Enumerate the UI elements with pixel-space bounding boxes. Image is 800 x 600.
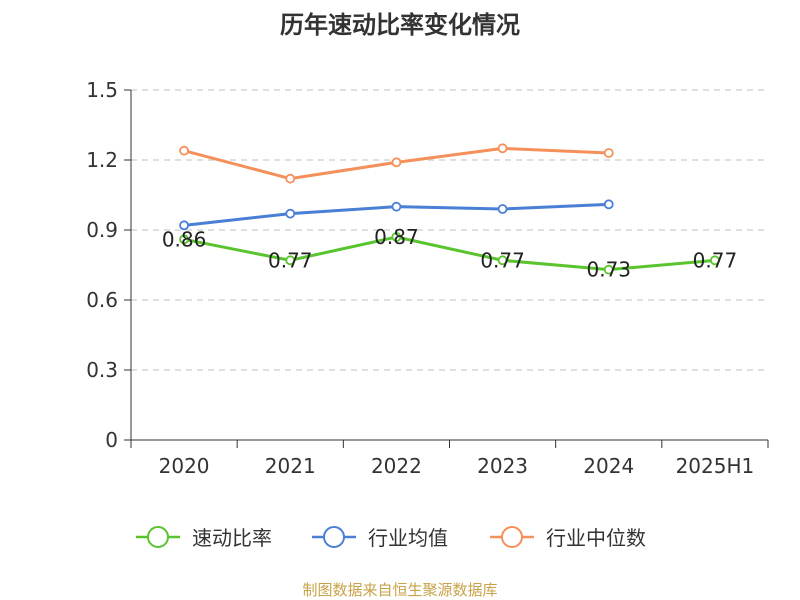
- axes: 0 0.3 0.6 0.9 1.2 1.5 2020 2021 2022 2023 2024 2025…: [86, 78, 769, 478]
- data-point[interactable]: [285, 208, 296, 219]
- legend-marker: [501, 526, 523, 548]
- x-tick-label: 2022: [371, 454, 422, 478]
- data-label: 0.86: [162, 227, 207, 251]
- data-point[interactable]: [391, 232, 402, 242]
- chart-title: 历年速动比率变化情况: [280, 11, 520, 39]
- data-point[interactable]: [391, 157, 402, 168]
- x-tick-label: 2024: [583, 454, 634, 478]
- x-tick-label: 2020: [159, 454, 210, 478]
- source-note: 制图数据来自恒生聚源数据库: [302, 581, 497, 599]
- data-point[interactable]: [497, 143, 508, 154]
- y-tick-label: 1.5: [86, 78, 118, 102]
- legend-item-2[interactable]: 行业中位数: [490, 526, 646, 550]
- x-tick-label: 2025H1: [676, 454, 755, 478]
- legend-label: 行业中位数: [546, 526, 646, 550]
- data-point[interactable]: [603, 199, 614, 210]
- data-label: 0.77: [268, 248, 313, 272]
- legend-label: 行业均值: [368, 526, 448, 550]
- y-tick-label: 0: [105, 428, 118, 452]
- series-line-0: [183, 235, 716, 272]
- legend-item-1[interactable]: 行业均值: [312, 526, 448, 550]
- data-label: 0.73: [586, 258, 631, 282]
- data-labels: 0.86 0.77 0.87 0.77 0.73 0.77: [162, 225, 737, 282]
- x-tick-label: 2021: [265, 454, 316, 478]
- legend[interactable]: 速动比率 行业均值 行业中位数: [136, 526, 646, 550]
- y-tick-label: 1.2: [86, 148, 118, 172]
- data-point[interactable]: [179, 220, 189, 231]
- x-tick-label: 2023: [477, 454, 528, 478]
- data-point[interactable]: [285, 173, 296, 184]
- legend-label: 速动比率: [192, 526, 272, 550]
- legend-marker: [147, 526, 169, 548]
- y-tick-label: 0.3: [86, 358, 118, 382]
- data-point[interactable]: [285, 255, 296, 266]
- data-point[interactable]: [603, 264, 614, 275]
- data-point[interactable]: [179, 234, 189, 245]
- data-point[interactable]: [179, 145, 189, 156]
- legend-marker: [323, 526, 345, 548]
- data-point[interactable]: [497, 255, 508, 266]
- data-point[interactable]: [603, 148, 614, 158]
- data-label: 0.77: [480, 248, 525, 272]
- data-label: 0.87: [374, 225, 419, 249]
- grid-lines: [131, 89, 768, 371]
- legend-item-0[interactable]: 速动比率: [136, 526, 272, 550]
- data-point[interactable]: [710, 255, 720, 266]
- data-label: 0.77: [693, 248, 738, 272]
- data-point[interactable]: [391, 201, 402, 212]
- y-tick-label: 0.6: [86, 288, 118, 312]
- y-tick-label: 0.9: [86, 218, 118, 242]
- data-point[interactable]: [497, 204, 508, 214]
- series-lines: [179, 143, 720, 275]
